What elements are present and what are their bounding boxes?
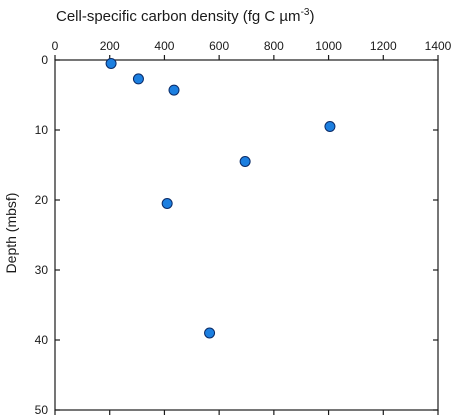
y-tick-label: 20 bbox=[35, 193, 49, 207]
x-tick-label: 1200 bbox=[370, 39, 397, 53]
y-tick-label: 0 bbox=[41, 53, 48, 67]
data-point bbox=[161, 198, 173, 209]
x-tick-label: 1400 bbox=[425, 39, 452, 53]
data-point bbox=[324, 121, 336, 132]
data-point bbox=[204, 327, 216, 339]
data-point bbox=[132, 73, 144, 85]
data-point bbox=[105, 58, 117, 69]
data-points bbox=[105, 58, 336, 339]
x-tick-label: 600 bbox=[209, 39, 229, 53]
chart-title-superscript: -3 bbox=[301, 7, 310, 18]
y-tick-label: 10 bbox=[35, 123, 49, 137]
data-point bbox=[239, 156, 251, 167]
y-axis-ticks: 0 10 20 30 40 50 bbox=[35, 53, 438, 416]
x-tick-label: 400 bbox=[154, 39, 174, 53]
x-axis-ticks: 0 200 400 600 800 1000 1200 1400 bbox=[52, 39, 452, 415]
x-tick-label: 1000 bbox=[315, 39, 342, 53]
data-point bbox=[168, 84, 180, 96]
chart-title: Cell-specific carbon density (fg C µm-3) bbox=[56, 7, 314, 25]
plot-frame bbox=[54, 59, 439, 411]
y-tick-label: 50 bbox=[35, 403, 49, 416]
y-tick-label: 40 bbox=[35, 333, 49, 347]
x-tick-label: 0 bbox=[52, 39, 59, 53]
y-tick-label: 30 bbox=[35, 263, 49, 277]
chart-title-suffix: ) bbox=[309, 8, 314, 25]
y-axis-label: Depth (mbsf) bbox=[3, 193, 19, 274]
x-tick-label: 200 bbox=[100, 39, 120, 53]
x-tick-label: 800 bbox=[264, 39, 284, 53]
